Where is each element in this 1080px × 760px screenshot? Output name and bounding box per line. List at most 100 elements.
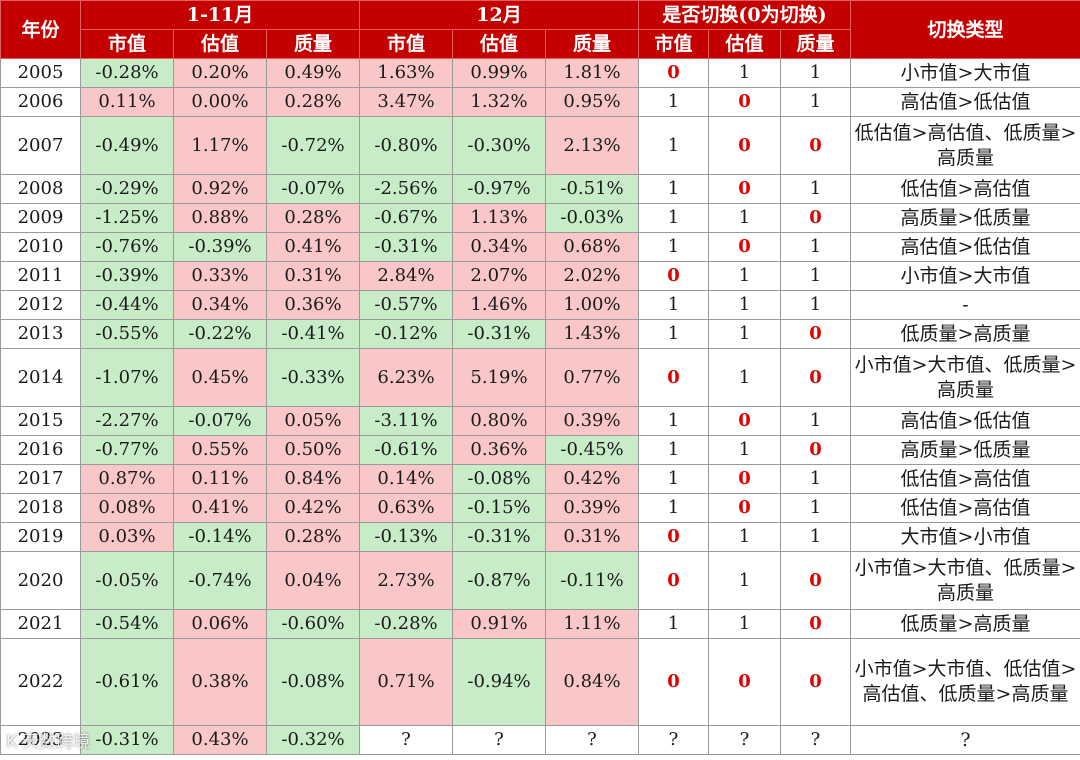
jan-nov-return-cell: -0.33% <box>266 348 360 407</box>
dec-return-cell: -0.13% <box>359 522 453 552</box>
jan-nov-return-cell: -0.72% <box>266 116 360 175</box>
dec-return-cell: -0.57% <box>359 290 453 320</box>
jan-nov-return-cell: -0.60% <box>266 609 360 639</box>
jan-nov-return-cell: -0.41% <box>266 319 360 349</box>
switch-flag-cell: 1 <box>638 493 709 523</box>
switch-flag-cell: 1 <box>708 435 781 465</box>
switch-flag-cell: 1 <box>708 522 781 552</box>
sub-header: 估值 <box>708 29 781 59</box>
switch-type-cell: 低估值>高估值 <box>850 464 1080 494</box>
switch-flag-cell: 0 <box>638 551 709 610</box>
table-row: 2013 -0.55% -0.22% -0.41% -0.12% -0.31% 1.43% 1… <box>0 319 1080 349</box>
switch-flag-cell: 1 <box>638 116 709 175</box>
dec-return-cell: 0.99% <box>452 58 546 88</box>
switch-flag-cell: 1 <box>708 551 781 610</box>
dec-return-cell: 0.39% <box>545 406 639 436</box>
jan-nov-return-cell: -0.22% <box>173 319 267 349</box>
year-cell: 2016 <box>0 435 81 465</box>
dec-return-cell: 0.71% <box>359 638 453 726</box>
dec-return-cell: -0.97% <box>452 174 546 204</box>
switch-flag-cell: 1 <box>779 522 852 552</box>
table-row: 2019 0.03% -0.14% 0.28% -0.13% -0.31% 0.31% 0 1 1… <box>0 522 1080 552</box>
sub-header: 质量 <box>266 29 360 59</box>
dec-return-cell: -0.30% <box>452 116 546 175</box>
switch-flag-cell: 1 <box>638 319 709 349</box>
dec-return-cell: -0.31% <box>359 232 453 262</box>
switch-flag-cell: ? <box>638 725 709 755</box>
table-row: 2015 -2.27% -0.07% 0.05% -3.11% 0.80% 0.39% 1 0 1… <box>0 406 1080 436</box>
jan-nov-return-cell: 0.28% <box>266 203 360 233</box>
jan-nov-return-cell: 0.00% <box>173 87 267 117</box>
jan-nov-return-cell: -0.54% <box>80 609 174 639</box>
switch-flag-cell: 0 <box>779 319 852 349</box>
jan-nov-return-cell: -0.39% <box>173 232 267 262</box>
dec-return-cell: 1.11% <box>545 609 639 639</box>
year-cell: 2019 <box>0 522 81 552</box>
switch-flag-cell: 1 <box>779 232 852 262</box>
switch-flag-cell: 1 <box>779 406 852 436</box>
year-cell: 2017 <box>0 464 81 494</box>
switch-type-cell: 低估值>高估值 <box>850 174 1080 204</box>
switch-flag-cell: 1 <box>638 609 709 639</box>
dec-return-cell: -0.80% <box>359 116 453 175</box>
year-cell: 2023 <box>0 725 81 755</box>
jan-nov-return-cell: 0.11% <box>173 464 267 494</box>
jan-nov-return-cell: -0.08% <box>266 638 360 726</box>
switch-type-cell: 小市值>大市值、低估值>高估值、低质量>高质量 <box>850 638 1080 726</box>
switch-type-cell: 高估值>低估值 <box>850 406 1080 436</box>
year-cell: 2012 <box>0 290 81 320</box>
switch-flag-cell: 1 <box>708 203 781 233</box>
dec-return-cell: 2.13% <box>545 116 639 175</box>
sub-header: 市值 <box>359 29 453 59</box>
dec-return-cell: ? <box>359 725 453 755</box>
jan-nov-return-cell: 0.42% <box>266 493 360 523</box>
switch-flag-cell: 0 <box>708 87 781 117</box>
sub-header: 市值 <box>638 29 709 59</box>
jan-nov-return-cell: 0.38% <box>173 638 267 726</box>
switch-type-cell: 低质量>高质量 <box>850 609 1080 639</box>
table-row: 2007 -0.49% 1.17% -0.72% -0.80% -0.30% 2.13% 1 0… <box>0 116 1080 175</box>
dec-return-cell: 0.63% <box>359 493 453 523</box>
switch-flag-cell: 1 <box>638 290 709 320</box>
dec-return-cell: ? <box>545 725 639 755</box>
switch-type-header: 切换类型 <box>850 0 1080 59</box>
table-row: 2009 -1.25% 0.88% 0.28% -0.67% 1.13% -0.03% 1 1 0… <box>0 203 1080 233</box>
jan-nov-return-cell: 0.41% <box>173 493 267 523</box>
switch-flag-cell: 1 <box>779 290 852 320</box>
switch-flag-cell: 0 <box>638 638 709 726</box>
dec-return-cell: 1.81% <box>545 58 639 88</box>
switch-flag-cell: 1 <box>638 232 709 262</box>
year-cell: 2020 <box>0 551 81 610</box>
switch-flag-cell: 1 <box>779 261 852 291</box>
switch-flag-cell: 0 <box>638 522 709 552</box>
dec-return-cell: 1.46% <box>452 290 546 320</box>
switch-flag-cell: 0 <box>708 464 781 494</box>
year-cell: 2021 <box>0 609 81 639</box>
jan-nov-return-cell: 0.41% <box>266 232 360 262</box>
switch-flag-cell: 0 <box>638 58 709 88</box>
switch-type-cell: 高质量>低质量 <box>850 435 1080 465</box>
switch-type-cell: 高估值>低估值 <box>850 232 1080 262</box>
switch-flag-cell: 0 <box>779 551 852 610</box>
switch-type-cell: 低质量>高质量 <box>850 319 1080 349</box>
switch-type-cell: ? <box>850 725 1080 755</box>
table-row: 2006 0.11% 0.00% 0.28% 3.47% 1.32% 0.95% 1 0 1 高估值… <box>0 87 1080 117</box>
dec-return-cell: 0.91% <box>452 609 546 639</box>
jan-nov-return-cell: -0.77% <box>80 435 174 465</box>
switch-flag-cell: 0 <box>708 406 781 436</box>
switch-flag-cell: 1 <box>638 174 709 204</box>
dec-return-cell: 3.47% <box>359 87 453 117</box>
table-row: 2014 -1.07% 0.45% -0.33% 6.23% 5.19% 0.77% 0 1 0 小… <box>0 348 1080 407</box>
jan-nov-return-cell: -1.25% <box>80 203 174 233</box>
switch-flag-cell: 1 <box>779 464 852 494</box>
switch-type-cell: 小市值>大市值、低质量>高质量 <box>850 551 1080 610</box>
switch-flag-cell: 0 <box>779 609 852 639</box>
table-row: 2023 -0.31% 0.43% -0.32%??????? <box>0 725 1080 755</box>
dec-return-cell: -0.08% <box>452 464 546 494</box>
switch-flag-cell: 1 <box>779 174 852 204</box>
dec-return-cell: 0.14% <box>359 464 453 494</box>
dec-return-cell: -0.31% <box>452 522 546 552</box>
switch-flag-cell: 1 <box>708 609 781 639</box>
dec-return-cell: -0.51% <box>545 174 639 204</box>
